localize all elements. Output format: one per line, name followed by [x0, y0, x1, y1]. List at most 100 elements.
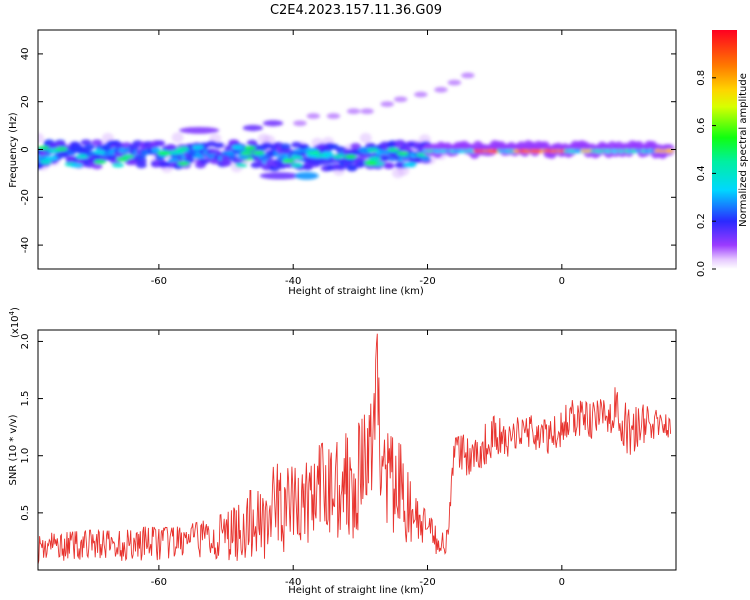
spectrogram-cell [294, 171, 319, 180]
spectrogram-cell [184, 157, 195, 164]
spectrogram-ytick-label: 20 [20, 95, 31, 108]
spectrogram-cell [259, 172, 300, 180]
spectrogram-cell [70, 163, 84, 168]
spectrogram-cell [447, 79, 462, 86]
snr-ytick-label: 1.5 [20, 391, 31, 407]
spectrogram-cell [387, 147, 400, 153]
spectrogram-cells [38, 72, 675, 180]
spectrogram-cell [55, 146, 68, 152]
snr-xtick-label: -20 [419, 577, 435, 588]
spectrogram-cell [191, 145, 204, 150]
spectrogram-cell [93, 159, 107, 164]
spectrogram-cell [221, 160, 232, 167]
spectrogram-cell [368, 156, 381, 162]
spectrogram-cell [305, 147, 318, 152]
snr-ticks: -60 -40 -20 0 0.5 1.0 1.5 2.0 [20, 330, 676, 588]
spectrogram-cell [39, 159, 52, 165]
spectrogram-cell [359, 132, 372, 144]
spectrogram-cell [404, 162, 417, 167]
spectrogram-cell [177, 161, 190, 166]
spectrogram-ytick-label: 40 [20, 48, 31, 61]
spectrogram-cell [235, 163, 248, 168]
spectrogram-cell [332, 154, 345, 159]
colorbar-ticks: 0.0 0.2 0.4 0.6 0.8 [696, 70, 716, 277]
spectrogram-cell [136, 162, 147, 169]
spectrogram-cell [171, 132, 184, 143]
spectrogram-xlabel: Height of straight line (km) [288, 286, 424, 297]
spectrogram-ytick-label: -40 [20, 237, 31, 253]
spectrogram-cell [165, 143, 177, 151]
spectrogram-cell [365, 161, 378, 166]
spectrogram-cell [383, 162, 395, 170]
spectrogram-cell [136, 157, 147, 164]
spectrogram-cell [280, 143, 291, 150]
colorbar-tick-label: 0.6 [696, 118, 707, 134]
spectrogram-cell [38, 132, 45, 144]
figure-title: C2E4.2023.157.11.36.G09 [270, 3, 442, 18]
spectrogram-cell [122, 154, 135, 159]
spectrogram-xtick-label: -60 [151, 276, 167, 287]
spectrogram-cell [167, 158, 180, 163]
spectrogram-cell [154, 140, 166, 147]
snr-xtick-label: -40 [285, 577, 301, 588]
spectrogram-cell [252, 150, 265, 156]
spectrogram-panel: -60 -40 -20 0 40 20 0 -20 -40 Height of straight… [8, 29, 677, 297]
spectrogram-cell [242, 124, 263, 132]
spectrogram-cell [396, 151, 409, 156]
colorbar-label: Normalized spectral amplitude [738, 73, 749, 227]
spectrogram-cell [290, 155, 303, 160]
spectrogram-cell [346, 108, 361, 115]
spectrogram-cell [262, 120, 284, 127]
colorbar-gradient [712, 30, 737, 269]
spectrogram-cell [176, 146, 189, 152]
spectrogram-cell [290, 162, 303, 168]
spectrogram-cell [231, 145, 244, 150]
spectrogram-xtick-label: 0 [559, 276, 565, 287]
spectrogram-cell [326, 113, 341, 119]
spectrogram-cell [136, 153, 147, 160]
spectrogram-cell [240, 150, 253, 156]
snr-ylabel: SNR (10 * v/v) [8, 414, 19, 485]
spectrogram-cell [306, 113, 321, 119]
spectrogram-cell [151, 147, 161, 153]
snr-series-line [38, 333, 672, 565]
spectrogram-heatmap [38, 72, 675, 180]
spectrogram-cell [421, 155, 431, 162]
spectrogram-cell [84, 143, 96, 151]
spectrogram-ytick-label: -20 [20, 189, 31, 205]
spectrogram-cell [434, 86, 448, 93]
snr-panel: -60 -40 -20 0 0.5 1.0 1.5 2.0 Height of straigh… [8, 307, 677, 596]
spectrogram-cell [380, 101, 394, 107]
spectrogram-cell [380, 155, 390, 162]
spectrogram-cell [344, 154, 357, 159]
colorbar-tick-label: 0.2 [696, 213, 707, 229]
spectrogram-cell [306, 157, 334, 166]
spectrogram-cell [282, 158, 295, 164]
spectrogram-cell [243, 146, 256, 151]
spectrogram-cell [293, 120, 307, 127]
spectrogram-cell [293, 148, 306, 153]
spectrogram-cell [366, 147, 379, 153]
spectrogram-cell [414, 91, 428, 98]
colorbar-tick-label: 0.4 [696, 165, 707, 181]
spectrogram-xtick-label: -20 [419, 276, 435, 287]
spectrogram-cell [65, 156, 77, 163]
spectrogram-cell [360, 108, 374, 115]
spectrogram-cell [93, 149, 106, 155]
snr-xlabel: Height of straight line (km) [288, 585, 424, 596]
snr-frame [37, 329, 677, 571]
colorbar-tick-label: 0.8 [696, 70, 707, 86]
spectrogram-cell [157, 151, 170, 156]
spectrogram-cell [112, 163, 125, 168]
spectrogram-cell [38, 145, 50, 151]
snr-ytick-label: 2.0 [20, 333, 31, 349]
snr-xtick-label: -60 [151, 577, 167, 588]
spectrogram-cell [179, 127, 220, 134]
spectrogram-ticks: -60 -40 -20 0 40 20 0 -20 -40 [20, 30, 676, 287]
spectrogram-cell [378, 150, 391, 155]
spectrogram-cell [91, 163, 103, 170]
spectrogram-ytick-label: 0 [20, 146, 31, 152]
spectrogram-cell [461, 72, 475, 79]
spectrogram-cell [213, 142, 225, 149]
